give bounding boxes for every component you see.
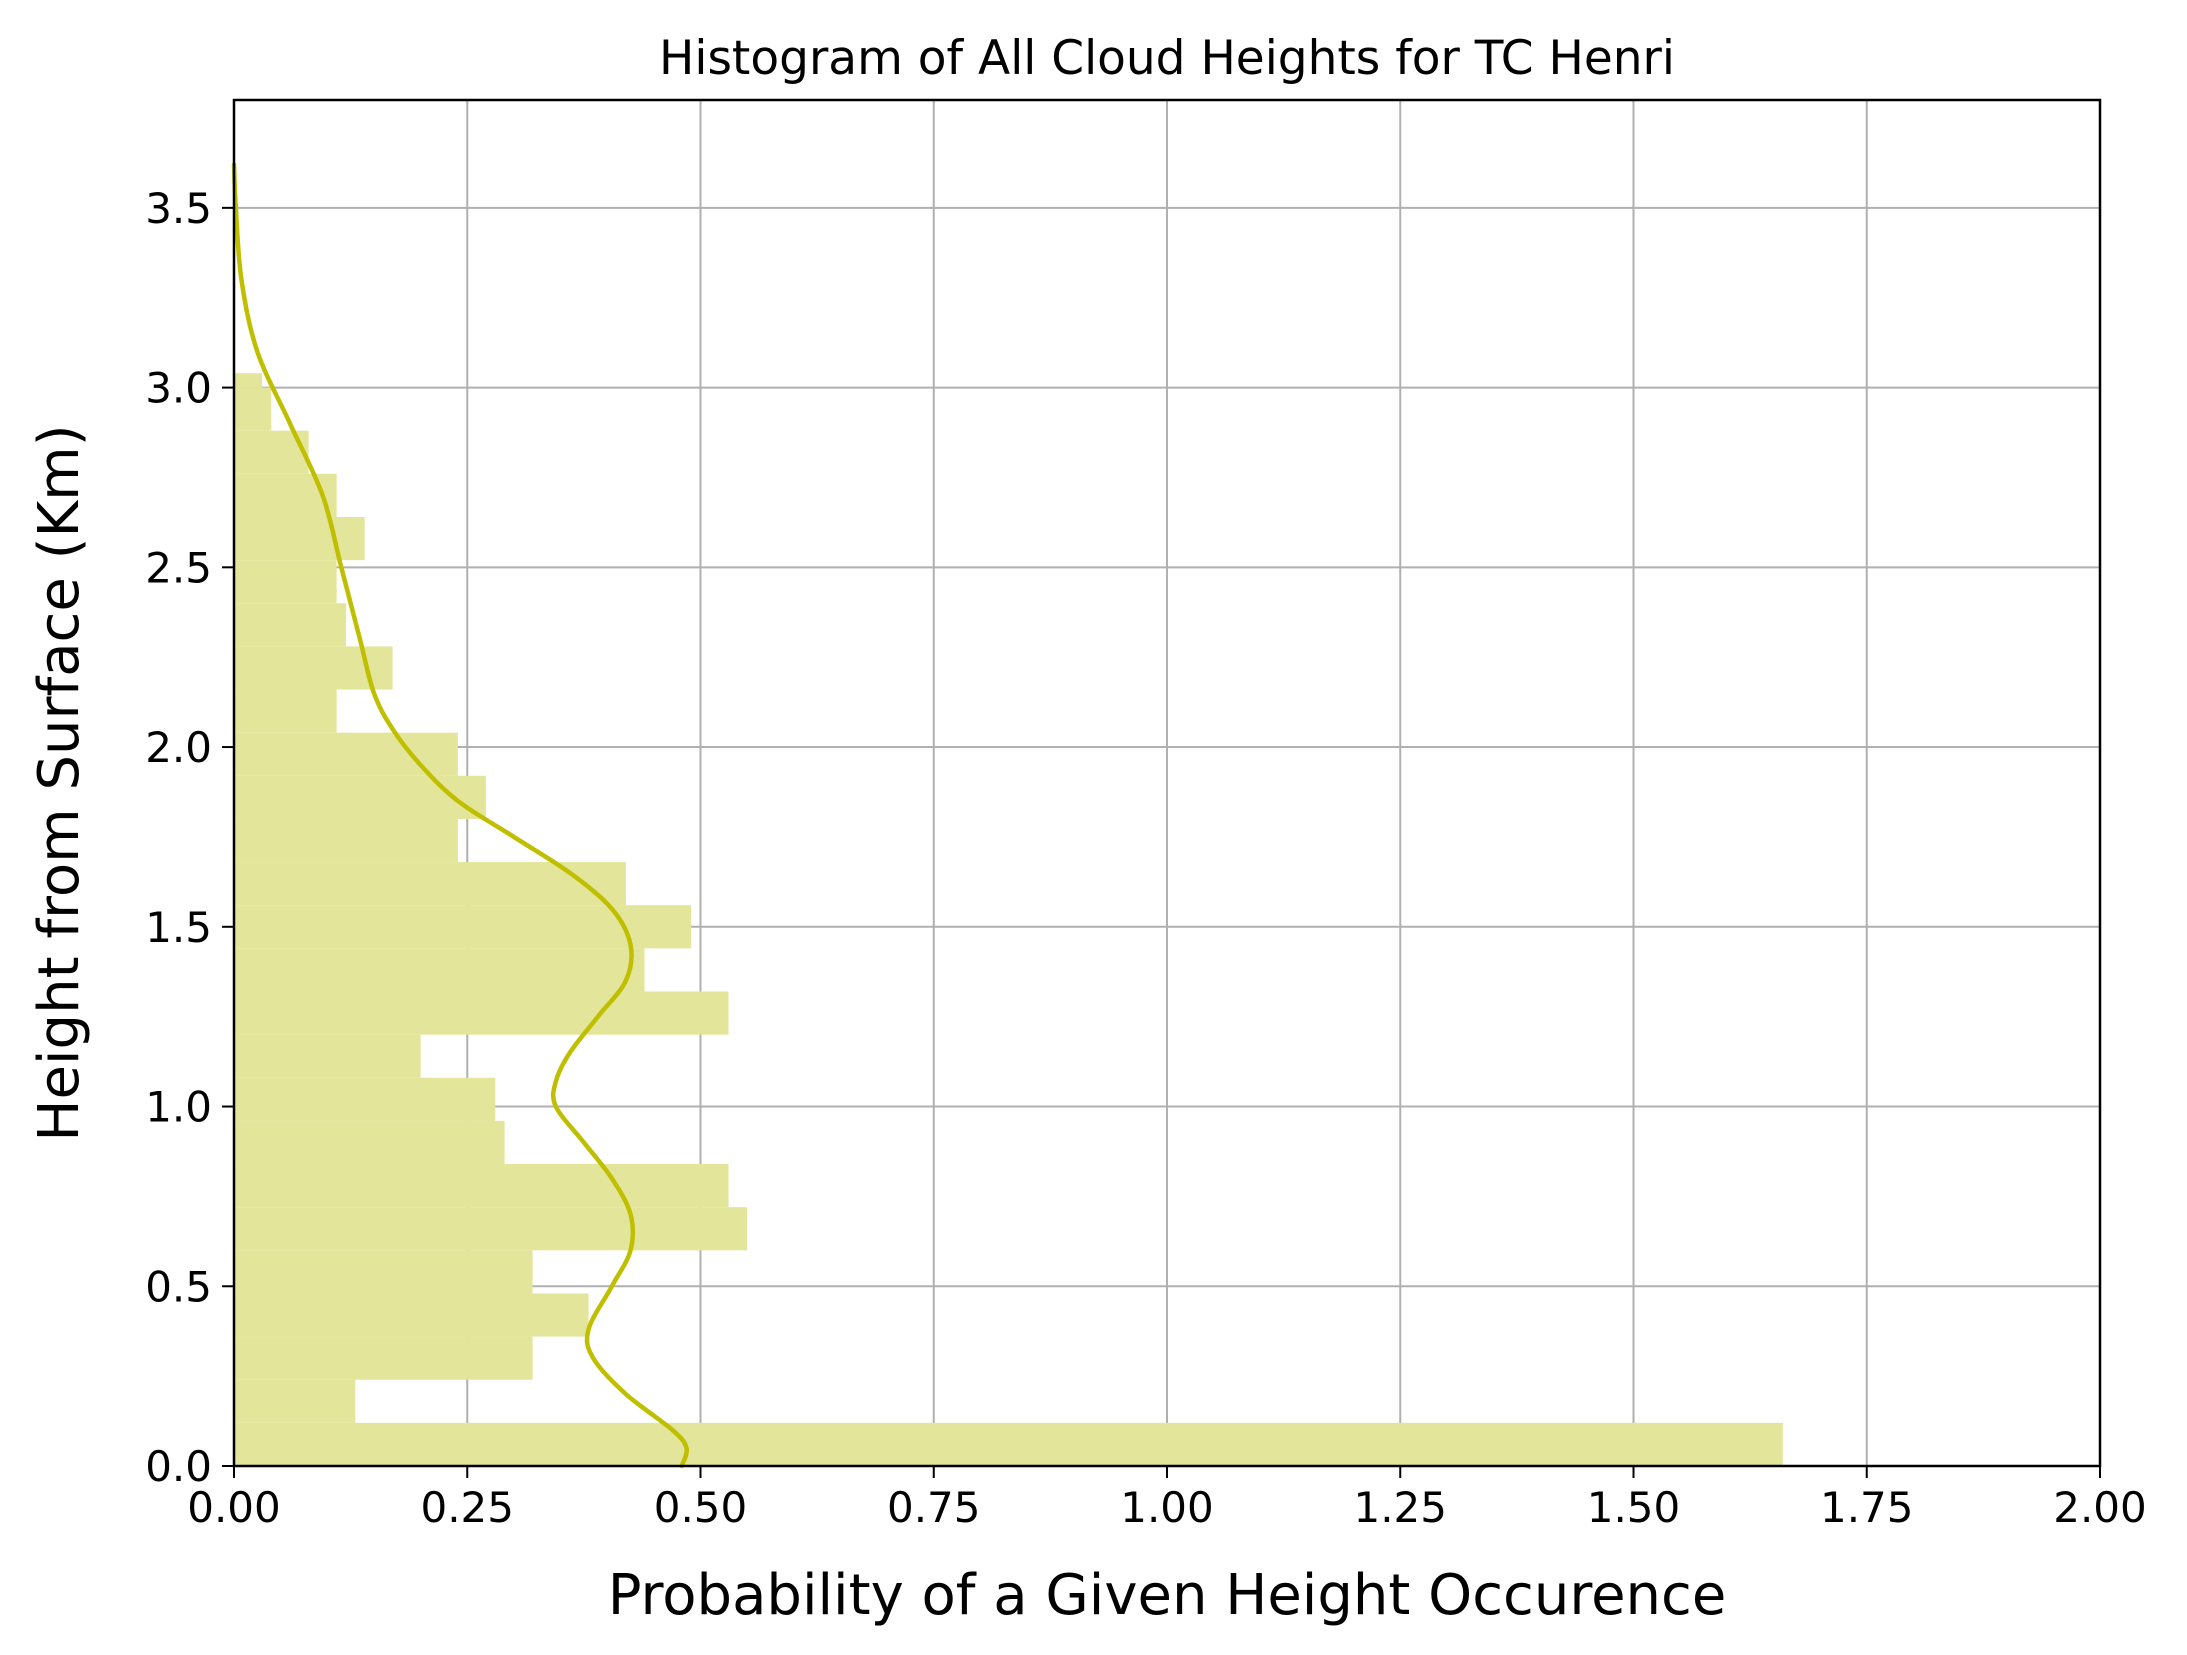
histogram-bar — [234, 732, 458, 776]
histogram-bar — [234, 1250, 533, 1294]
chart-title: Histogram of All Cloud Heights for TC He… — [659, 31, 1675, 86]
y-tick-label: 0.5 — [145, 1262, 212, 1311]
histogram-bar — [234, 991, 729, 1035]
histogram-bar — [234, 862, 626, 906]
x-tick-label: 1.00 — [1120, 1483, 1214, 1532]
y-axis-ticks: 0.0 0.5 1.0 1.5 2.0 2.5 3.0 3.5 — [145, 184, 234, 1491]
histogram-bar — [234, 373, 262, 388]
x-axis-label: Probability of a Given Height Occurence — [608, 1563, 1727, 1628]
histogram-bar — [234, 1120, 505, 1165]
histogram-bar — [234, 1034, 421, 1078]
x-tick-label: 1.50 — [1587, 1483, 1681, 1532]
x-tick-label: 2.00 — [2053, 1483, 2147, 1532]
x-tick-label: 0.00 — [187, 1483, 281, 1532]
x-tick-label: 0.50 — [654, 1483, 748, 1532]
histogram-bar — [234, 1207, 748, 1251]
y-tick-label: 2.0 — [145, 723, 212, 772]
x-tick-label: 0.25 — [420, 1483, 514, 1532]
histogram-bar — [234, 775, 486, 819]
x-tick-label: 1.25 — [1353, 1483, 1447, 1532]
y-tick-label: 1.5 — [145, 903, 212, 952]
kde-curve — [231, 162, 690, 1469]
histogram-bar — [234, 516, 365, 561]
y-tick-label: 3.0 — [145, 364, 212, 413]
histogram-bar — [234, 1293, 589, 1337]
histogram-bar — [234, 689, 337, 733]
histogram-bar — [234, 1422, 1783, 1466]
histogram-bar — [234, 473, 337, 517]
histogram-bar — [234, 387, 272, 431]
y-tick-label: 3.5 — [145, 184, 212, 233]
x-tick-label: 0.75 — [887, 1483, 981, 1532]
histogram-bar — [234, 1077, 496, 1121]
x-axis-ticks: 0.00 0.25 0.50 0.75 1.00 1.25 1.50 1.75 2.00 — [187, 1466, 2147, 1532]
histogram-bar — [234, 818, 458, 863]
y-tick-label: 2.5 — [145, 543, 212, 592]
x-tick-label: 1.75 — [1820, 1483, 1914, 1532]
histogram-bar — [234, 948, 645, 992]
y-axis-label: Height from Surface (Km) — [27, 424, 92, 1141]
histogram-bar — [234, 560, 337, 604]
histogram-bar — [234, 1164, 729, 1208]
histogram-bar — [234, 1379, 356, 1423]
histogram-bars — [234, 373, 1783, 1466]
histogram-bar — [234, 603, 346, 647]
histogram-bar — [234, 1336, 533, 1380]
y-tick-label: 0.0 — [145, 1442, 212, 1491]
y-tick-label: 1.0 — [145, 1083, 212, 1132]
